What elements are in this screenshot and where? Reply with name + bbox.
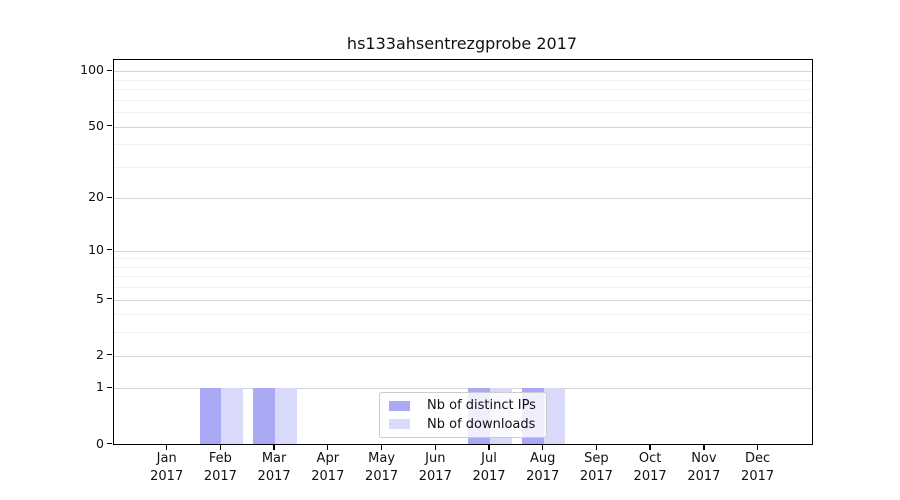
x-tick-apr — [327, 444, 329, 450]
gridline-8 — [114, 266, 812, 268]
chart-title: hs133ahsentrezgprobe 2017 — [346, 34, 578, 53]
x-tick-label-apr: Apr 2017 — [311, 451, 345, 484]
gridline-20 — [114, 198, 812, 200]
legend-label-distinct-ips: Nb of distinct IPs — [427, 398, 536, 414]
x-tick-feb — [219, 444, 222, 450]
gridline-30 — [114, 166, 812, 168]
x-tick-jan — [166, 444, 168, 450]
bar-feb-distinct-ips — [199, 388, 222, 445]
gridline-50 — [114, 126, 812, 128]
legend-item-downloads: Nb of downloads — [386, 417, 540, 432]
gridline-1 — [114, 388, 812, 390]
gridline-7 — [114, 276, 812, 278]
gridline-3 — [114, 332, 812, 334]
y-tick-label-50: 50 — [88, 117, 104, 133]
x-tick-label-nov: Nov 2017 — [687, 451, 721, 484]
x-tick-mar — [273, 444, 275, 450]
y-tick-50 — [107, 125, 112, 127]
bar-feb-downloads — [221, 388, 244, 445]
y-tick-label-2: 2 — [96, 346, 104, 362]
y-tick-label-100: 100 — [80, 62, 104, 78]
x-tick-may — [380, 444, 383, 450]
x-tick-label-dec: Dec 2017 — [741, 451, 775, 484]
x-tick-nov — [703, 444, 705, 450]
legend-swatch-distinct-ips — [389, 400, 410, 411]
gridline-80 — [114, 89, 812, 90]
x-tick-label-jun: Jun 2017 — [418, 451, 452, 484]
x-tick-label-oct: Oct 2017 — [633, 451, 667, 484]
x-tick-jul — [488, 444, 490, 450]
gridline-2 — [114, 355, 812, 357]
bar-mar-distinct-ips — [253, 388, 276, 445]
y-tick-10 — [107, 249, 112, 251]
gridline-4 — [114, 314, 812, 316]
x-tick-sep — [595, 444, 598, 450]
y-tick-5 — [107, 298, 112, 300]
x-tick-label-may: May 2017 — [365, 451, 399, 484]
y-tick-label-1: 1 — [96, 379, 104, 395]
y-tick-0 — [107, 443, 112, 445]
x-tick-dec — [756, 444, 759, 450]
gridline-100 — [114, 71, 812, 73]
legend-label-downloads: Nb of downloads — [427, 416, 536, 432]
legend: Nb of distinct IPs Nb of downloads — [379, 392, 547, 438]
y-tick-label-0: 0 — [96, 435, 104, 451]
legend-item-distinct-ips: Nb of distinct IPs — [386, 398, 540, 413]
y-tick-1 — [107, 386, 112, 389]
y-tick-label-5: 5 — [96, 290, 104, 306]
y-tick-2 — [107, 354, 112, 356]
x-tick-jun — [434, 444, 436, 450]
y-tick-label-20: 20 — [88, 189, 104, 205]
gridline-60 — [114, 112, 812, 113]
x-tick-label-jul: Jul 2017 — [472, 451, 506, 484]
gridline-9 — [114, 258, 812, 260]
gridline-10 — [114, 250, 812, 252]
bar-aug-downloads — [543, 388, 566, 445]
y-tick-20 — [107, 196, 112, 199]
legend-swatch-downloads — [389, 419, 410, 430]
y-tick-label-10: 10 — [88, 241, 104, 257]
bar-mar-downloads — [275, 388, 297, 445]
x-tick-aug — [542, 444, 544, 450]
gridline-5 — [114, 299, 812, 301]
gridline-40 — [114, 144, 812, 146]
x-tick-label-mar: Mar 2017 — [257, 451, 291, 484]
x-tick-oct — [649, 444, 651, 450]
gridline-6 — [114, 287, 812, 289]
x-tick-label-sep: Sep 2017 — [579, 451, 613, 484]
plot-area — [113, 59, 813, 445]
y-tick-100 — [107, 69, 112, 72]
gridline-90 — [114, 79, 812, 81]
x-tick-label-aug: Aug 2017 — [526, 451, 560, 484]
gridline-70 — [114, 99, 812, 101]
x-tick-label-jan: Jan 2017 — [150, 451, 184, 484]
x-tick-label-feb: Feb 2017 — [203, 451, 237, 484]
